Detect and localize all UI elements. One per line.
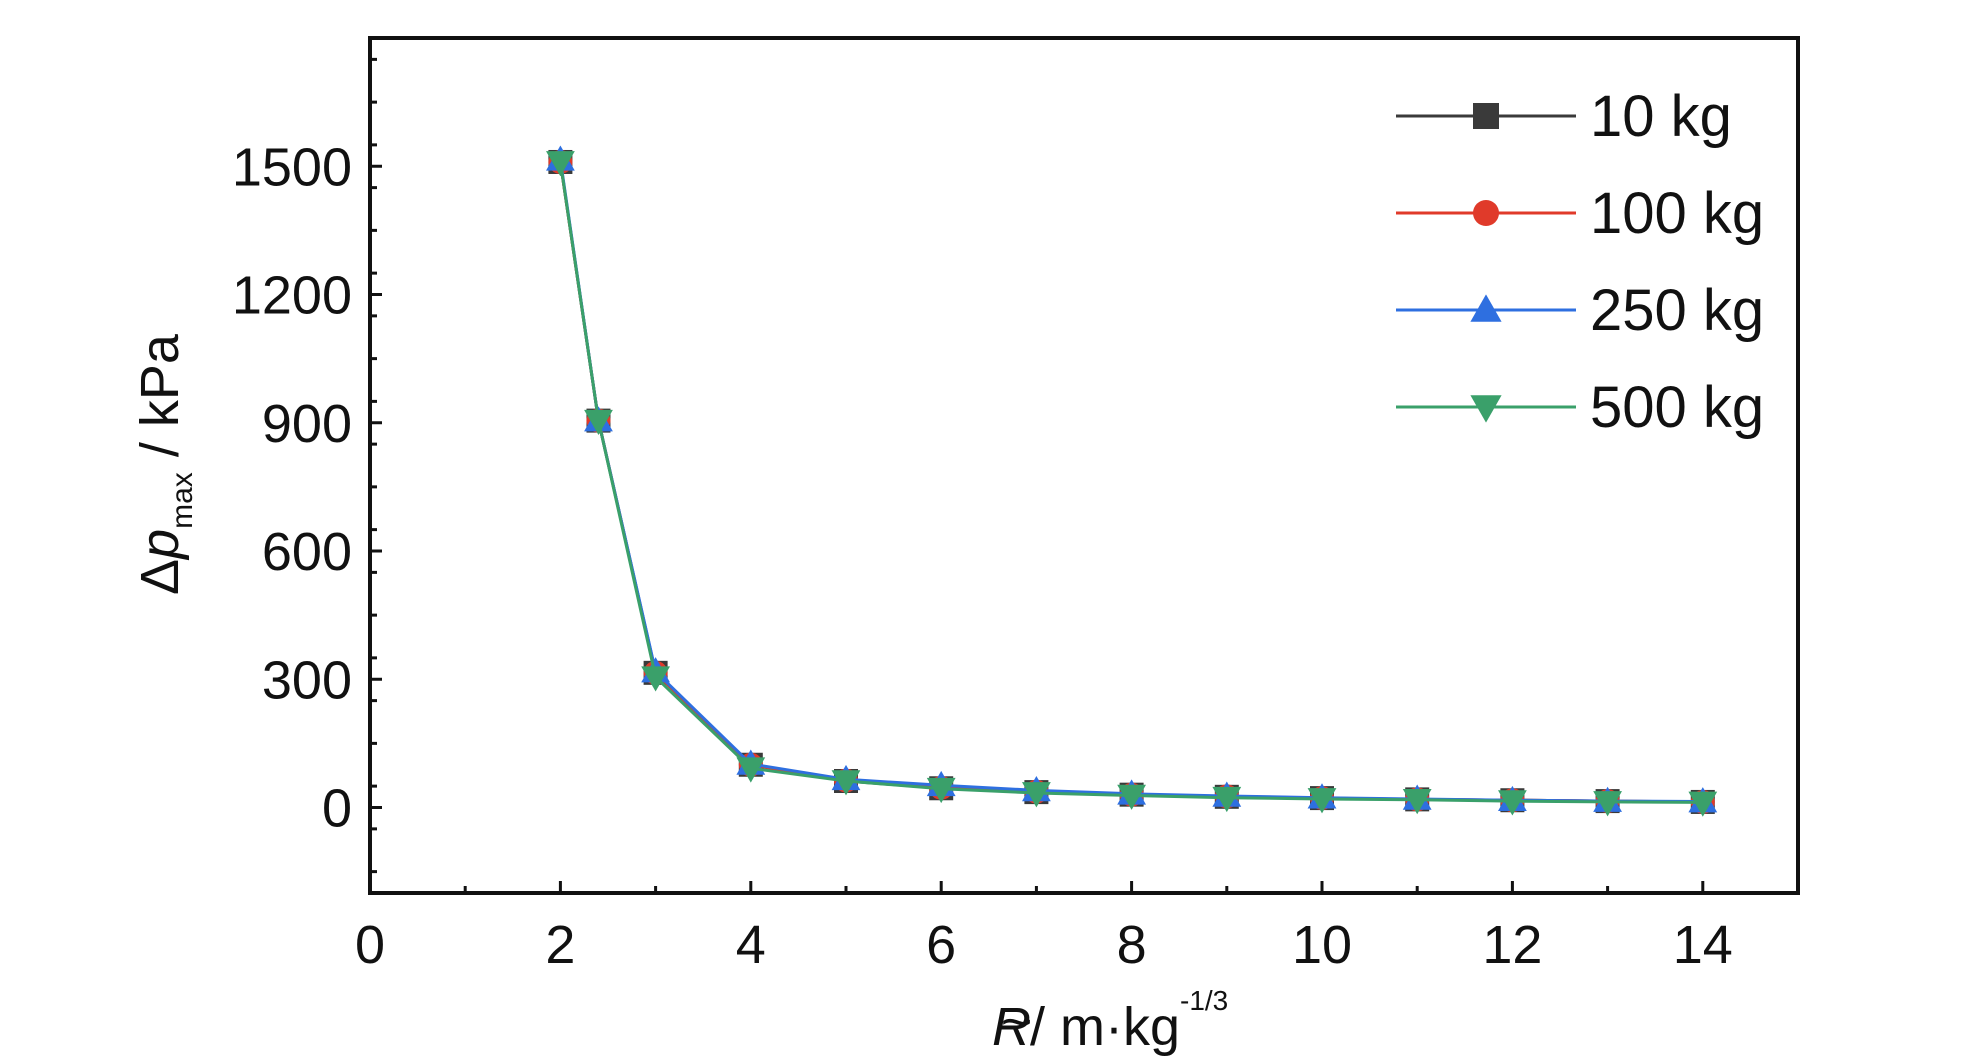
series-100-kg: [548, 149, 1715, 814]
series-layer: [546, 145, 1718, 817]
data-point: [1402, 789, 1432, 815]
legend-marker: [1470, 294, 1502, 322]
minor-ticks: [370, 57, 1610, 893]
data-point: [1498, 790, 1527, 816]
legend-marker: [1470, 395, 1502, 423]
y-tick-label: 0: [322, 779, 352, 839]
x-tick-label: 6: [926, 915, 956, 975]
x-axis-title-symbol: R: [992, 997, 1031, 1057]
series-line: [558, 161, 1703, 804]
legend-item: 500 kg: [1396, 375, 1764, 440]
legend-item: 100 kg: [1396, 181, 1764, 246]
legend: 10 kg 100 kg 250 kg 500 kg: [1396, 84, 1764, 440]
y-axis-title-subscript: max: [166, 472, 199, 529]
y-tick-label: 900: [262, 394, 352, 454]
x-tick-label: 14: [1673, 915, 1733, 975]
series-line: [558, 161, 1703, 804]
x-tick-label: 12: [1482, 915, 1542, 975]
legend-label: 500 kg: [1590, 375, 1764, 440]
legend-marker: [1473, 103, 1499, 129]
x-axis-title-superscript: -1/3: [1180, 985, 1228, 1016]
series-line: [558, 159, 1703, 803]
legend-item: 250 kg: [1396, 278, 1764, 343]
data-point: [1307, 788, 1337, 814]
y-tick-label: 300: [262, 650, 352, 710]
legend-label: 100 kg: [1590, 181, 1764, 246]
x-axis-title-text: / m·kg: [1030, 997, 1180, 1057]
legend-label: 10 kg: [1590, 84, 1732, 149]
legend-item: 10 kg: [1396, 84, 1732, 149]
x-tick-label: 2: [545, 915, 575, 975]
x-tick-label: 4: [736, 915, 766, 975]
legend-marker: [1473, 200, 1499, 226]
data-point: [1117, 784, 1146, 810]
y-axis-title-text: / kPa: [130, 333, 190, 472]
data-point: [1212, 786, 1242, 813]
data-point: [584, 409, 613, 436]
y-axis-title-delta: Δ: [130, 559, 190, 595]
data-point: [831, 770, 861, 796]
plot-frame: [368, 36, 1800, 895]
series-line: [558, 161, 1703, 804]
y-axis-title: Δpmax / kPa: [130, 333, 199, 595]
y-axis-title-symbol: p: [130, 529, 190, 561]
data-point: [926, 777, 956, 804]
series-500-kg: [546, 151, 1718, 817]
major-ticks: [368, 164, 1705, 893]
data-point: [1688, 791, 1718, 817]
x-tick-label: 0: [355, 915, 385, 975]
data-point: [736, 757, 766, 783]
x-tick-label: 8: [1117, 915, 1147, 975]
data-point: [1022, 782, 1051, 808]
y-tick-label: 1200: [232, 266, 352, 326]
legend-label: 250 kg: [1590, 278, 1764, 343]
tick-labels: 0 2 4 6 8 10 12 14 0 300 600 900 1200 1500: [232, 137, 1733, 975]
data-point: [1593, 791, 1622, 817]
y-tick-label: 1500: [232, 137, 352, 197]
x-axis-title: ~ R / m·kg -1/3: [992, 985, 1228, 1057]
x-tick-label: 10: [1292, 915, 1352, 975]
svg-text:Δpmax / kPa: Δpmax / kPa: [130, 333, 199, 595]
series-250-kg: [546, 145, 1718, 813]
data-point: [546, 151, 575, 177]
series-10-kg: [548, 149, 1715, 814]
data-point: [641, 666, 670, 692]
x-axis-title-symbol-tilde: ~: [1000, 992, 1032, 1052]
y-tick-label: 600: [262, 522, 352, 582]
